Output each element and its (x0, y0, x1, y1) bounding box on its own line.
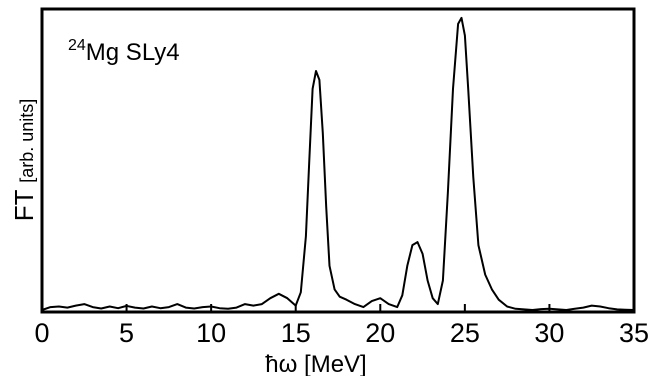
y-axis-label: FT [arb. units] (9, 99, 39, 222)
x-tick-label: 35 (619, 318, 649, 348)
x-axis-label-rest: ω [MeV] (279, 351, 367, 376)
x-tick-label: 15 (281, 318, 311, 348)
x-tick-label: 30 (534, 318, 564, 348)
x-tick-label: 0 (34, 318, 49, 348)
y-axis-label-unit: [arb. units] (17, 99, 37, 183)
annotation-superscript: 24 (68, 37, 86, 54)
x-tick-label: 5 (119, 318, 134, 348)
annotation-text: Mg SLy4 (86, 39, 180, 66)
x-axis-tick-labels: 0 5 10 15 20 25 30 35 (34, 318, 649, 348)
y-axis-label-main: FT (9, 183, 39, 222)
plot-annotation: 24Mg SLy4 (68, 37, 180, 66)
ft-curve (41, 16, 635, 311)
x-tick-label: 20 (365, 318, 395, 348)
x-tick-label: 25 (450, 318, 480, 348)
x-axis-label: ħω [MeV] (265, 351, 366, 376)
plot-frame (40, 7, 636, 314)
x-tick-label: 10 (196, 318, 226, 348)
x-axis-label-hbar: ħ (265, 351, 278, 376)
